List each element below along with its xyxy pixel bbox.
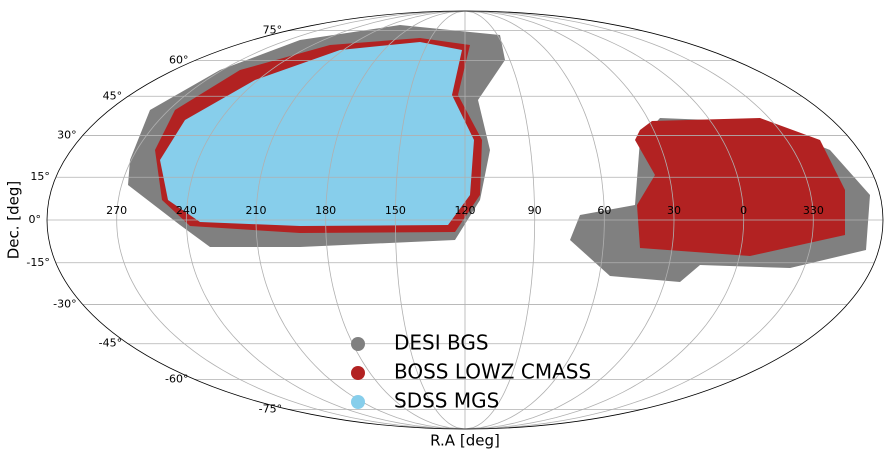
y-tick-label: -30°: [53, 297, 76, 310]
legend-label: DESI BGS: [394, 331, 489, 355]
x-tick-label: 270: [106, 204, 127, 217]
grid-line: [255, 10, 466, 430]
grid-line: [394, 10, 466, 430]
x-tick-label: 180: [315, 204, 336, 217]
y-axis-label: Dec. [deg]: [5, 181, 23, 260]
x-tick-label: 120: [455, 204, 476, 217]
legend-marker: [351, 337, 365, 351]
x-axis-label: R.A [deg]: [430, 432, 500, 450]
grid-line: [464, 10, 814, 430]
legend-label: BOSS LOWZ CMASS: [394, 360, 591, 384]
x-tick-label: 30: [667, 204, 681, 217]
legend-marker: [351, 366, 365, 380]
grid-line: [325, 10, 466, 430]
footprint: [160, 42, 474, 226]
x-tick-label: 150: [385, 204, 406, 217]
y-tick-label: 0°: [29, 213, 42, 226]
footprints: [128, 25, 870, 282]
sky-boundary: [46, 10, 884, 430]
legend-marker: [351, 395, 365, 409]
x-tick-label: 60: [597, 204, 611, 217]
x-tick-label: 330: [803, 204, 824, 217]
y-tick-label: 45°: [103, 89, 123, 102]
x-tick-label: 90: [528, 204, 542, 217]
grid-line: [464, 10, 745, 430]
grid: [47, 10, 883, 430]
y-tick-label: 60°: [169, 54, 189, 67]
y-tick-label: 30°: [57, 129, 77, 142]
y-tick-label: 15°: [30, 170, 50, 183]
x-tick-label: 0: [740, 204, 747, 217]
y-tick-label: -75°: [259, 402, 282, 415]
grid-line: [464, 10, 605, 430]
grid-line: [116, 10, 466, 430]
y-tick-label: -60°: [165, 372, 188, 385]
grid-line: [185, 10, 466, 430]
grid-line: [464, 10, 536, 430]
y-tick-label: 75°: [263, 24, 283, 37]
y-tick-label: -45°: [99, 337, 122, 350]
x-tick-label: 240: [176, 204, 197, 217]
legend-label: SDSS MGS: [394, 389, 499, 413]
x-tick-label: 210: [246, 204, 267, 217]
y-tick-label: -15°: [26, 256, 49, 269]
grid-line: [464, 10, 675, 430]
